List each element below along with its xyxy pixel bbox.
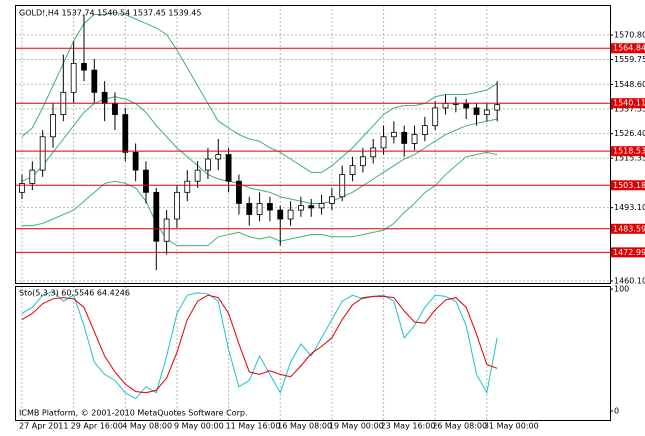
candle-body	[236, 180, 242, 204]
candle-body	[205, 158, 211, 171]
candle-body	[246, 203, 253, 215]
x-tick-label: 16 May 08:00	[277, 422, 332, 431]
candle-body	[225, 154, 232, 182]
y-tick-label: 1515.35	[614, 154, 645, 163]
level-tag	[611, 247, 645, 258]
candle-body	[349, 165, 356, 175]
candle-body	[91, 69, 98, 93]
y-tick-label: 1570.80	[614, 31, 645, 40]
y-tick-label: 1526.40	[614, 129, 645, 138]
indicator-line	[22, 151, 498, 247]
candle-body	[277, 209, 284, 220]
candle-body	[174, 191, 180, 220]
indicator-line	[21, 96, 498, 204]
candle-body	[421, 125, 428, 135]
x-tick-label: 9 May 00:00	[174, 422, 224, 431]
level-label: 1472.99	[613, 248, 645, 257]
candle-body	[463, 103, 470, 109]
candle-body	[81, 63, 87, 71]
candle-body	[29, 169, 36, 184]
x-tick-label: 29 Apr 16:00	[71, 422, 123, 431]
y-tick-label: 1493.10	[614, 203, 645, 212]
candle-body	[328, 196, 335, 204]
x-tick-label: 11 May 16:00	[226, 422, 281, 431]
level-tag	[611, 43, 645, 54]
candle-body	[132, 151, 139, 171]
candle-body	[298, 205, 304, 211]
chart-title: GOLD!,H4 1537.74 1540.54 1537.45 1539.45	[19, 9, 201, 18]
x-tick-label: 31 May 00:00	[484, 422, 539, 431]
y-tick-label: 100	[614, 285, 629, 294]
candle-body	[101, 91, 108, 104]
candle-body	[39, 136, 46, 171]
level-tag	[611, 146, 645, 157]
candle-body	[112, 103, 118, 115]
candle-body	[50, 114, 56, 138]
candle-body	[380, 136, 387, 149]
level-tag	[611, 180, 645, 191]
candle-body	[411, 134, 418, 144]
level-tag	[611, 223, 645, 234]
x-tick-label: 26 May 08:00	[432, 422, 487, 431]
candle-body	[359, 156, 366, 167]
candle-body	[194, 169, 201, 182]
candle-body	[494, 104, 501, 111]
candle-body	[153, 191, 160, 242]
candle-body	[19, 183, 25, 193]
level-label: 1564.84	[613, 44, 645, 53]
candle-body	[318, 203, 325, 209]
candle-body	[256, 203, 263, 215]
candle-body	[432, 107, 439, 127]
candle-body	[401, 131, 408, 144]
level-tag	[611, 98, 645, 109]
candle-body	[308, 205, 315, 209]
level-label: 1518.53	[613, 147, 645, 156]
candle-body	[483, 109, 490, 115]
indicator-line	[21, 294, 498, 394]
candle-body	[473, 107, 480, 115]
indicator-title: Sto(5,3,3) 60.5546 64.4246	[19, 289, 130, 298]
x-tick-label: 19 May 00:00	[329, 422, 384, 431]
candle-body	[163, 218, 170, 242]
candle-body	[390, 131, 397, 138]
indicator-line	[21, 11, 498, 173]
sub-frame	[15, 286, 611, 421]
level-label: 1483.59	[613, 224, 645, 233]
x-tick-label: 4 May 08:00	[122, 422, 172, 431]
level-label: 1503.18	[613, 181, 645, 190]
candle-body	[184, 180, 191, 193]
footer: ICMB Platform, © 2001-2010 MetaQuotes So…	[19, 409, 248, 418]
y-tick-label: 1548.60	[614, 80, 645, 89]
candle-body	[442, 103, 449, 109]
candle-body	[122, 114, 129, 153]
candle-body	[287, 209, 294, 220]
y-tick-label: 1537.55	[614, 104, 645, 113]
marks-layer: 1570.80 1559.75 1548.60 1537.55 1526.40 1515.…	[15, 11, 645, 431]
candle-body	[267, 203, 273, 211]
candle-body	[370, 147, 377, 158]
candle-body	[70, 63, 77, 93]
y-tick-label: 1559.75	[614, 55, 645, 64]
y-tick-label: 1460.10	[614, 277, 645, 286]
candle-body	[143, 169, 149, 193]
main-frame	[15, 5, 611, 284]
indicator-line	[21, 290, 498, 400]
y-tick-label: 0	[614, 406, 619, 415]
x-tick-label: 23 May 16:00	[381, 422, 436, 431]
candle-body	[215, 154, 222, 160]
x-tick-label: 27 Apr 2011	[19, 422, 68, 431]
level-label: 1540.11	[613, 99, 645, 108]
